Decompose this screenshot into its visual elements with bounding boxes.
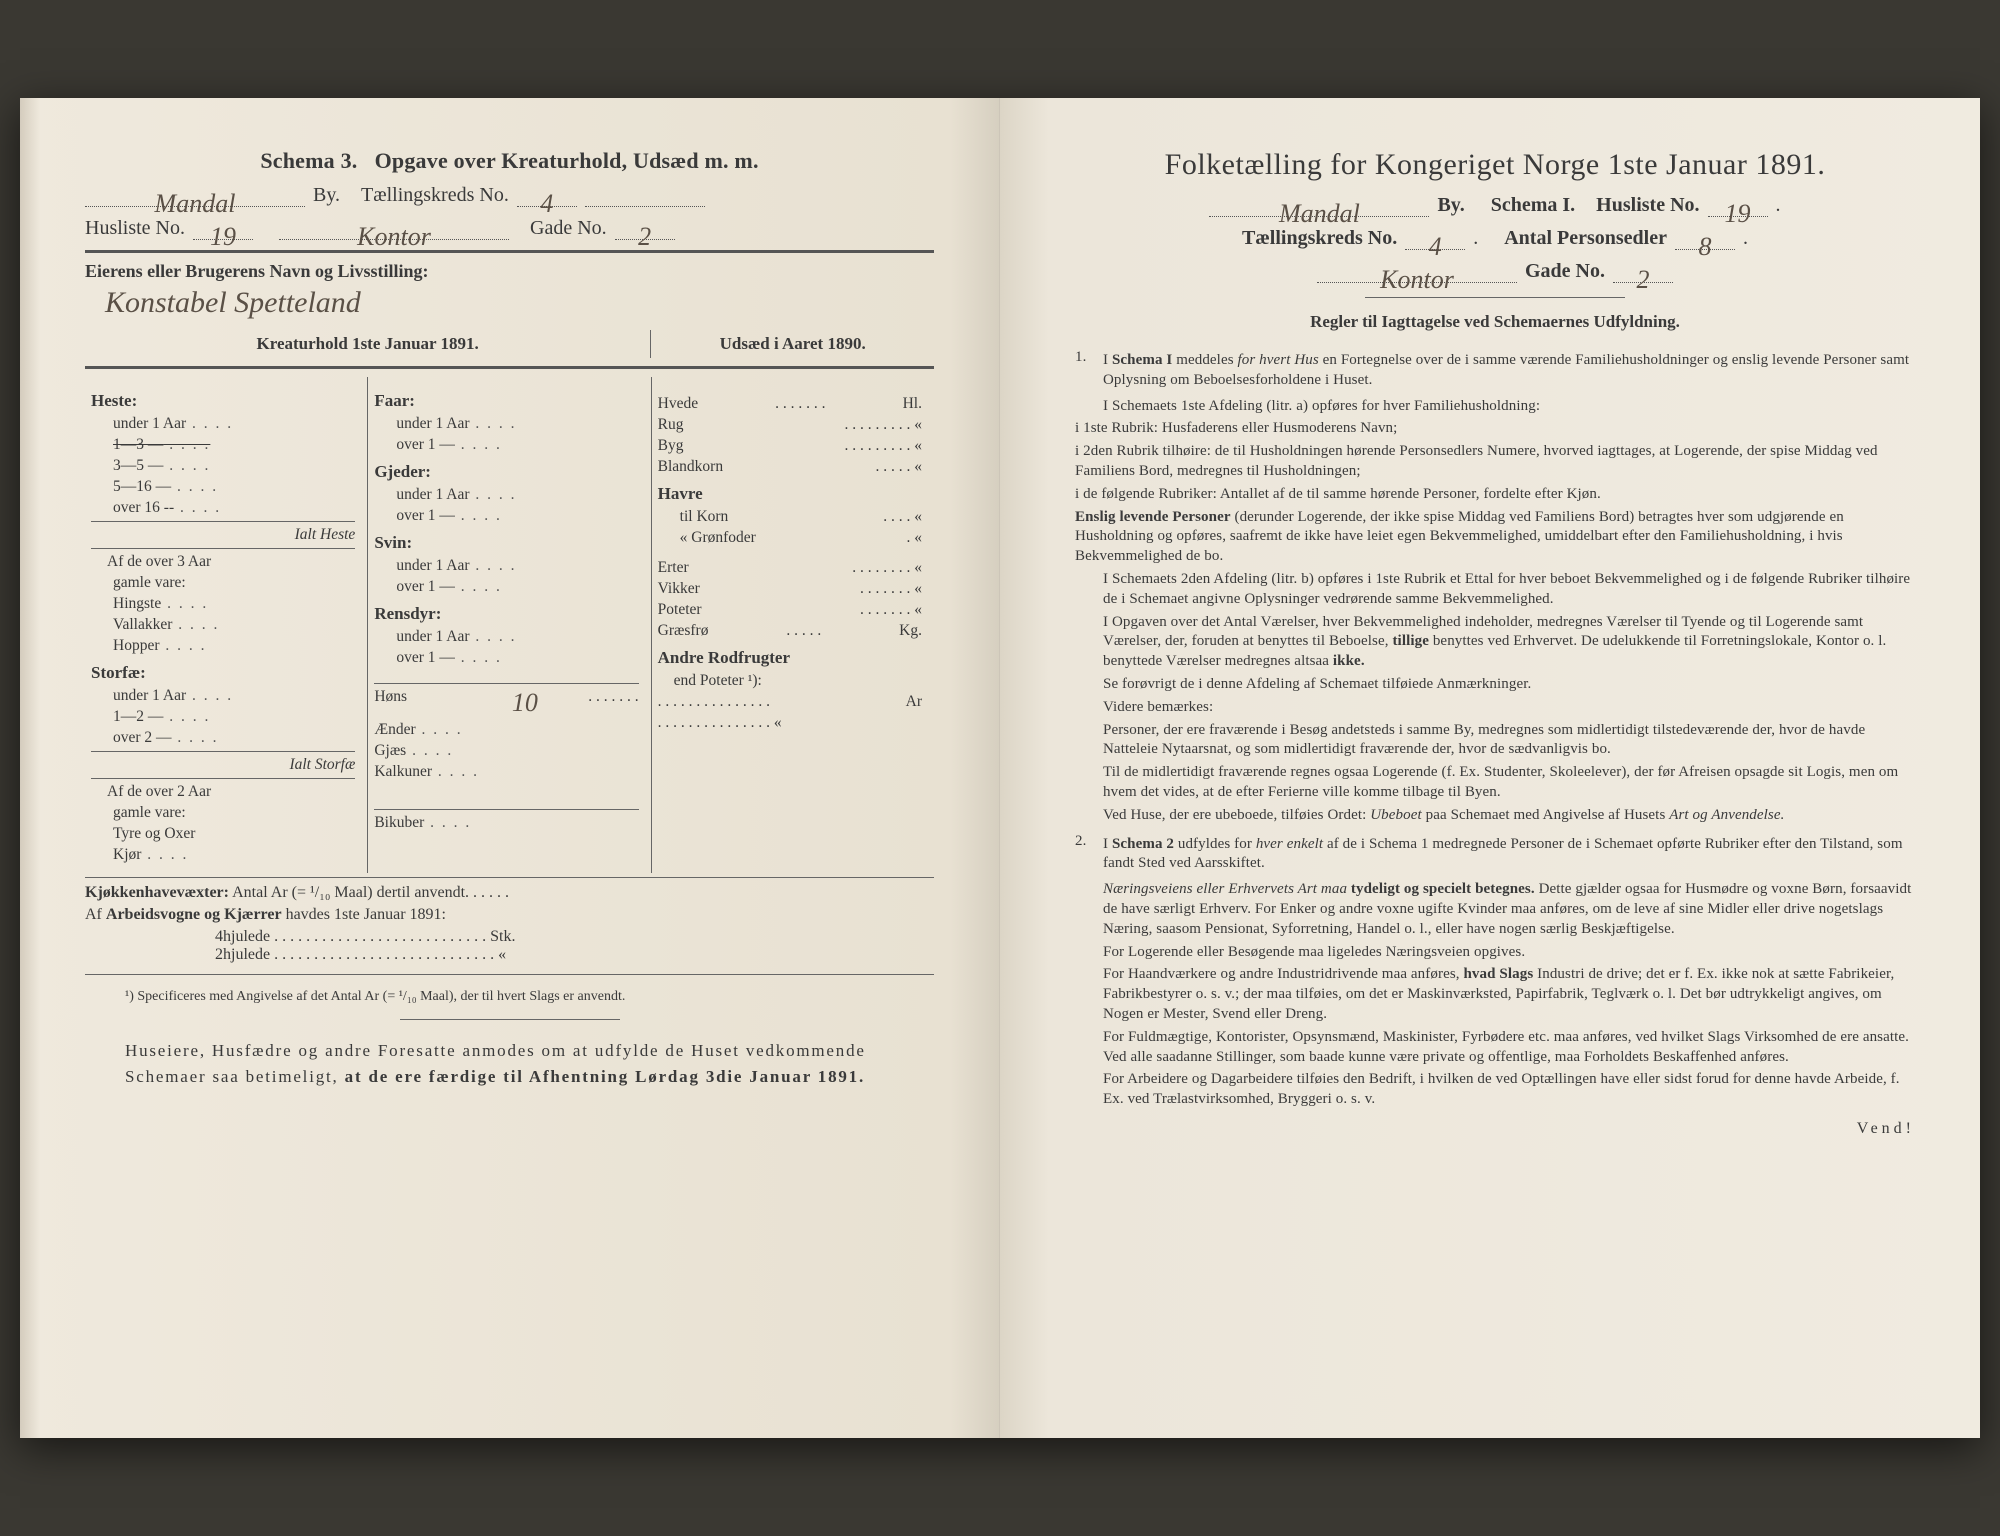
right-row3: Kontor Gade No. 2 — [1075, 260, 1915, 283]
rules-body: 1. I Schema I meddeles for hvert Hus en … — [1075, 348, 1915, 1110]
right-row1: Mandal By. Schema I. Husliste No. 19 . — [1075, 194, 1915, 217]
svin-title: Svin: — [374, 533, 638, 553]
storfae-title: Storfæ: — [91, 663, 355, 683]
r-city-hand: Mandal — [1279, 199, 1360, 229]
faar-title: Faar: — [374, 391, 638, 411]
schema-number: Schema 3. — [260, 148, 357, 173]
left-row-husliste: Husliste No. 19 Kontor Gade No. 2 — [85, 217, 934, 240]
r-street-hand: Kontor — [1380, 265, 1454, 295]
column-headers: Kreaturhold 1ste Januar 1891. Udsæd i Aa… — [85, 330, 934, 358]
4hjulede-row: 4hjulede . . . . . . . . . . . . . . . .… — [85, 928, 934, 946]
form-col-3: Hvede. . . . . . .Hl. Rug. . . . . . . .… — [652, 377, 934, 873]
2hjulede-row: 2hjulede . . . . . . . . . . . . . . . .… — [85, 946, 934, 964]
rules-title: Regler til Iagttagelse ved Schemaernes U… — [1075, 312, 1915, 332]
gade-label: Gade No. — [530, 217, 607, 240]
r-gade-hand: 2 — [1637, 265, 1650, 295]
r-tk-hand: 4 — [1429, 232, 1442, 262]
form-col-2: Faar: under 1 Aar over 1 — Gjeder: under… — [368, 377, 651, 873]
street-hand: Kontor — [357, 222, 431, 252]
owner-hand: Konstabel Spetteland — [85, 286, 361, 320]
r-antal-hand: 8 — [1699, 232, 1712, 262]
left-page-schema3: Schema 3. Opgave over Kreaturhold, Udsæd… — [20, 98, 1000, 1438]
left-row-city: Mandal By. Tællingskreds No. 4 — [85, 184, 934, 207]
gade-no-hand: 2 — [638, 222, 651, 252]
document-open-book: Schema 3. Opgave over Kreaturhold, Udsæd… — [20, 98, 1980, 1438]
right-row2: Tællingskreds No. 4 . Antal Personsedler… — [1075, 227, 1915, 250]
vend-label: Vend! — [1075, 1120, 1915, 1138]
col2-title: Udsæd i Aaret 1890. — [651, 330, 934, 358]
left-header: Schema 3. Opgave over Kreaturhold, Udsæd… — [85, 148, 934, 174]
right-page-schema1: Folketælling for Kongeriget Norge 1ste J… — [1000, 98, 1980, 1438]
taellingskreds-label: Tællingskreds No. — [361, 184, 509, 207]
form-grid: Heste: under 1 Aar 1—3 — 3—5 — 5—16 — ov… — [85, 377, 934, 873]
husliste-label: Husliste No. — [85, 217, 185, 240]
owner-label: Eierens eller Brugerens Navn og Livsstil… — [85, 261, 934, 282]
heste-title: Heste: — [91, 391, 355, 411]
kjokken-row: Kjøkkenhavevæxter: Antal Ar (= ¹/₁₀ Maal… — [85, 884, 934, 902]
arbeidsvogne-row: Af Arbeidsvogne og Kjærrer havdes 1ste J… — [85, 906, 934, 924]
rensdyr-title: Rensdyr: — [374, 604, 638, 624]
right-title: Folketælling for Kongeriget Norge 1ste J… — [1075, 148, 1915, 182]
gjeder-title: Gjeder: — [374, 462, 638, 482]
husliste-hand: 19 — [210, 222, 236, 252]
schema-title: Opgave over Kreaturhold, Udsæd m. m. — [375, 148, 759, 173]
closing-text: Huseiere, Husfædre og andre Foresatte an… — [125, 1038, 894, 1089]
hons-hand: 10 — [512, 688, 538, 718]
by-label: By. — [313, 184, 340, 207]
andre-title: Andre Rodfrugter — [658, 648, 922, 668]
havre-title: Havre — [658, 484, 922, 504]
taellingskreds-hand: 4 — [540, 189, 553, 219]
city-handwritten: Mandal — [155, 189, 236, 219]
r-husliste-hand: 19 — [1725, 199, 1751, 229]
footnote: ¹) Specificeres med Angivelse af det Ant… — [125, 989, 894, 1005]
form-col-1: Heste: under 1 Aar 1—3 — 3—5 — 5—16 — ov… — [85, 377, 368, 873]
col1-title: Kreaturhold 1ste Januar 1891. — [85, 330, 651, 358]
